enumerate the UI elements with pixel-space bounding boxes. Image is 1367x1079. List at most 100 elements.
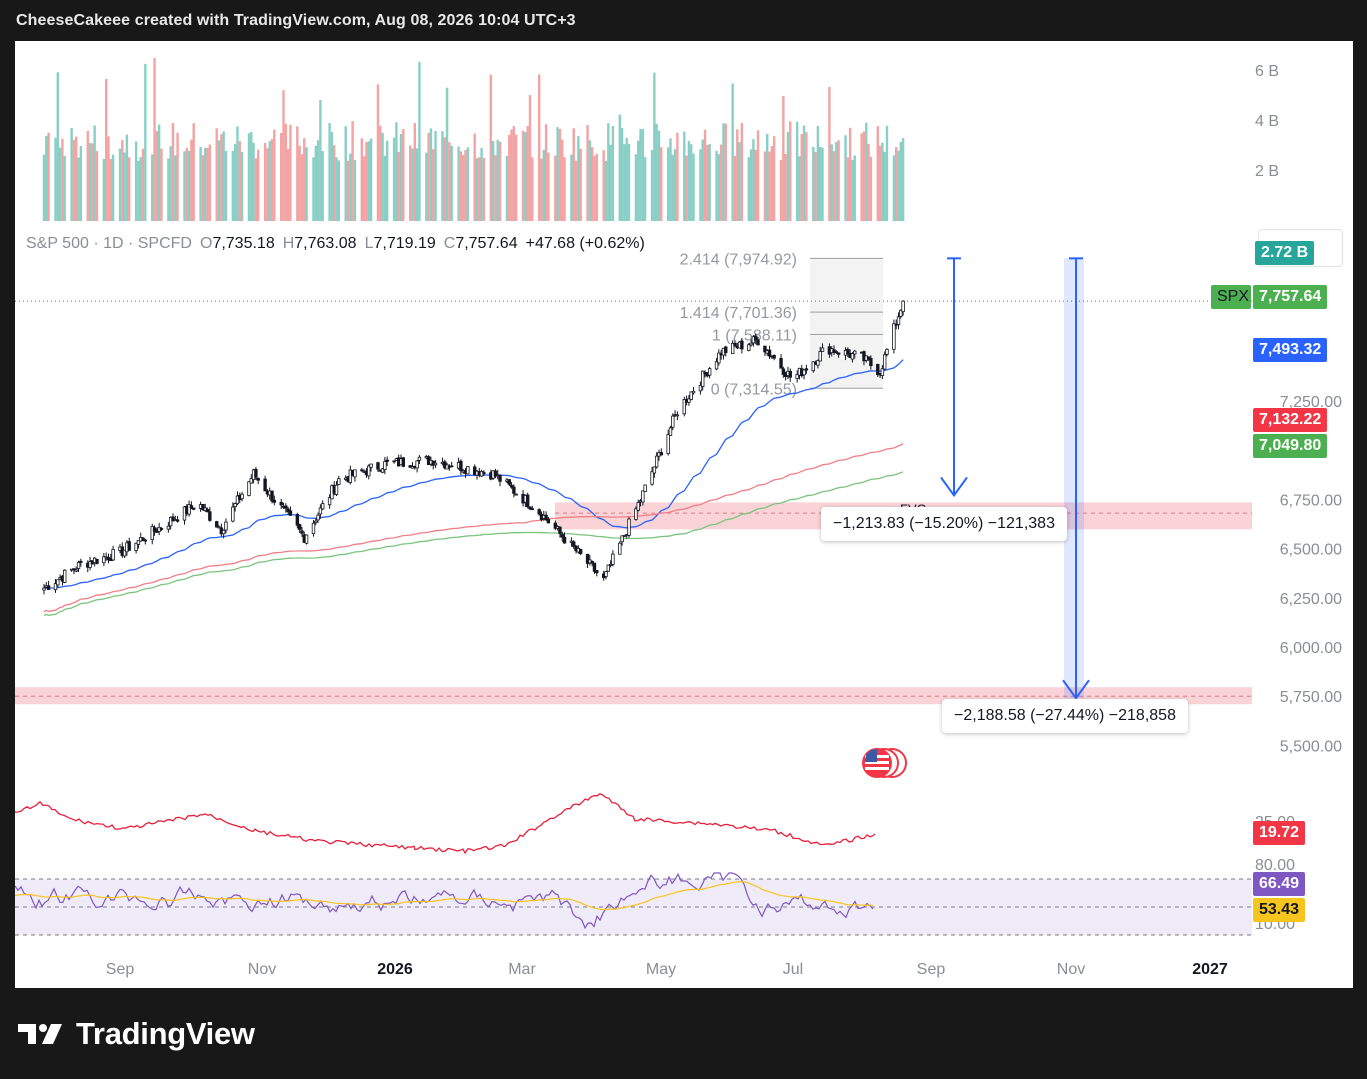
chart-canvas[interactable]: FVG 2.414 (7,974.92)1.414 (7,701.36)1 (7…: [15, 41, 1353, 988]
volume-bar: [369, 138, 373, 221]
volume-bar: [344, 126, 347, 221]
candle: [249, 474, 253, 484]
us-flag-event-icon[interactable]: [860, 746, 910, 780]
candle: [553, 520, 558, 531]
volume-bar: [174, 155, 177, 221]
candle: [383, 456, 387, 475]
measure-range-2: [1064, 258, 1084, 699]
candle: [611, 550, 615, 567]
candle-body: [401, 457, 406, 467]
volume-bar: [899, 141, 903, 221]
candle: [730, 340, 735, 355]
volume-bar: [641, 129, 645, 221]
volume-bar: [312, 157, 315, 221]
volume-bar: [795, 121, 799, 221]
volume-pane: [42, 58, 905, 222]
candle-body: [546, 519, 551, 524]
candle-body: [558, 526, 562, 534]
candle: [781, 366, 786, 378]
ema-badge: 7,493.32: [1253, 338, 1328, 362]
candle: [192, 507, 196, 511]
candle-body: [459, 460, 463, 472]
candle: [869, 355, 873, 370]
measure-arrowhead: [1062, 679, 1090, 700]
volume-bar: [321, 151, 324, 221]
candle: [717, 349, 721, 366]
candle-body: [297, 524, 302, 530]
candle-body: [795, 374, 799, 379]
volume-bar: [782, 96, 785, 221]
candle: [205, 507, 210, 513]
volume-bar: [273, 129, 276, 221]
candle-body: [141, 537, 145, 542]
candle: [256, 477, 260, 485]
tradingview-logo[interactable]: TradingView: [18, 1014, 255, 1054]
volume-bar: [542, 149, 546, 221]
volume-bar: [79, 145, 83, 221]
candle-body: [590, 560, 594, 564]
candle-body: [620, 535, 624, 543]
volume-bar: [736, 129, 739, 221]
candle-body: [385, 459, 389, 462]
candle-body: [150, 526, 154, 540]
volume-bar: [134, 141, 138, 221]
volume-bar: [220, 134, 223, 221]
candle: [159, 527, 164, 531]
candle-body: [233, 503, 237, 508]
candle: [152, 525, 157, 536]
candle: [141, 537, 145, 542]
volume-bar: [805, 132, 808, 221]
candle-body: [627, 518, 631, 536]
candle-body: [136, 539, 141, 545]
candle: [369, 463, 373, 472]
candle: [899, 309, 903, 319]
volume-bar: [505, 156, 509, 221]
candle: [606, 564, 610, 572]
candle-body: [514, 493, 518, 496]
chart-panel[interactable]: FVG 2.414 (7,974.92)1.414 (7,701.36)1 (7…: [15, 41, 1353, 988]
candle-body: [247, 481, 251, 496]
volume-bar: [703, 129, 707, 221]
volume-bar: [111, 154, 115, 221]
volume-bar: [779, 159, 783, 221]
candle: [763, 345, 767, 356]
candle: [641, 490, 645, 506]
volume-bar: [409, 145, 412, 221]
volume-bar: [381, 132, 384, 221]
candle-body: [417, 456, 422, 461]
volume-bar: [231, 150, 235, 221]
volume-bar: [881, 142, 884, 221]
volume-bar: [383, 155, 387, 221]
candle: [353, 469, 357, 482]
candle-body: [701, 370, 705, 387]
candle-body: [79, 560, 83, 563]
candle-body: [749, 342, 753, 346]
volume-bar: [883, 151, 886, 221]
candle: [459, 459, 463, 476]
measure-label-1[interactable]: −1,213.83 (−15.20%) −121,383: [821, 507, 1067, 541]
volume-bar: [298, 145, 301, 221]
volume-bar: [701, 139, 704, 221]
time-axis-label: Sep: [106, 961, 135, 978]
volume-bar: [314, 145, 317, 221]
time-axis-label: May: [646, 961, 676, 978]
volume-bar: [353, 160, 357, 221]
candle: [618, 541, 622, 555]
volume-bar: [683, 131, 686, 221]
measure-label-2[interactable]: −2,188.58 (−27.44%) −218,858: [942, 699, 1188, 733]
volume-bar: [263, 142, 267, 221]
candle-body: [788, 370, 792, 378]
candle-body: [215, 521, 219, 528]
candle-body: [63, 569, 67, 583]
volume-bar: [187, 150, 191, 221]
volume-bar: [508, 134, 511, 221]
candle-body: [650, 471, 654, 485]
candle-body: [369, 463, 373, 468]
candle: [224, 518, 228, 534]
candle-body: [834, 351, 839, 354]
candle: [537, 508, 541, 516]
volume-bar: [268, 141, 271, 221]
candle-body: [733, 342, 737, 347]
volume-bar: [802, 125, 806, 221]
volume-bar: [722, 123, 725, 221]
